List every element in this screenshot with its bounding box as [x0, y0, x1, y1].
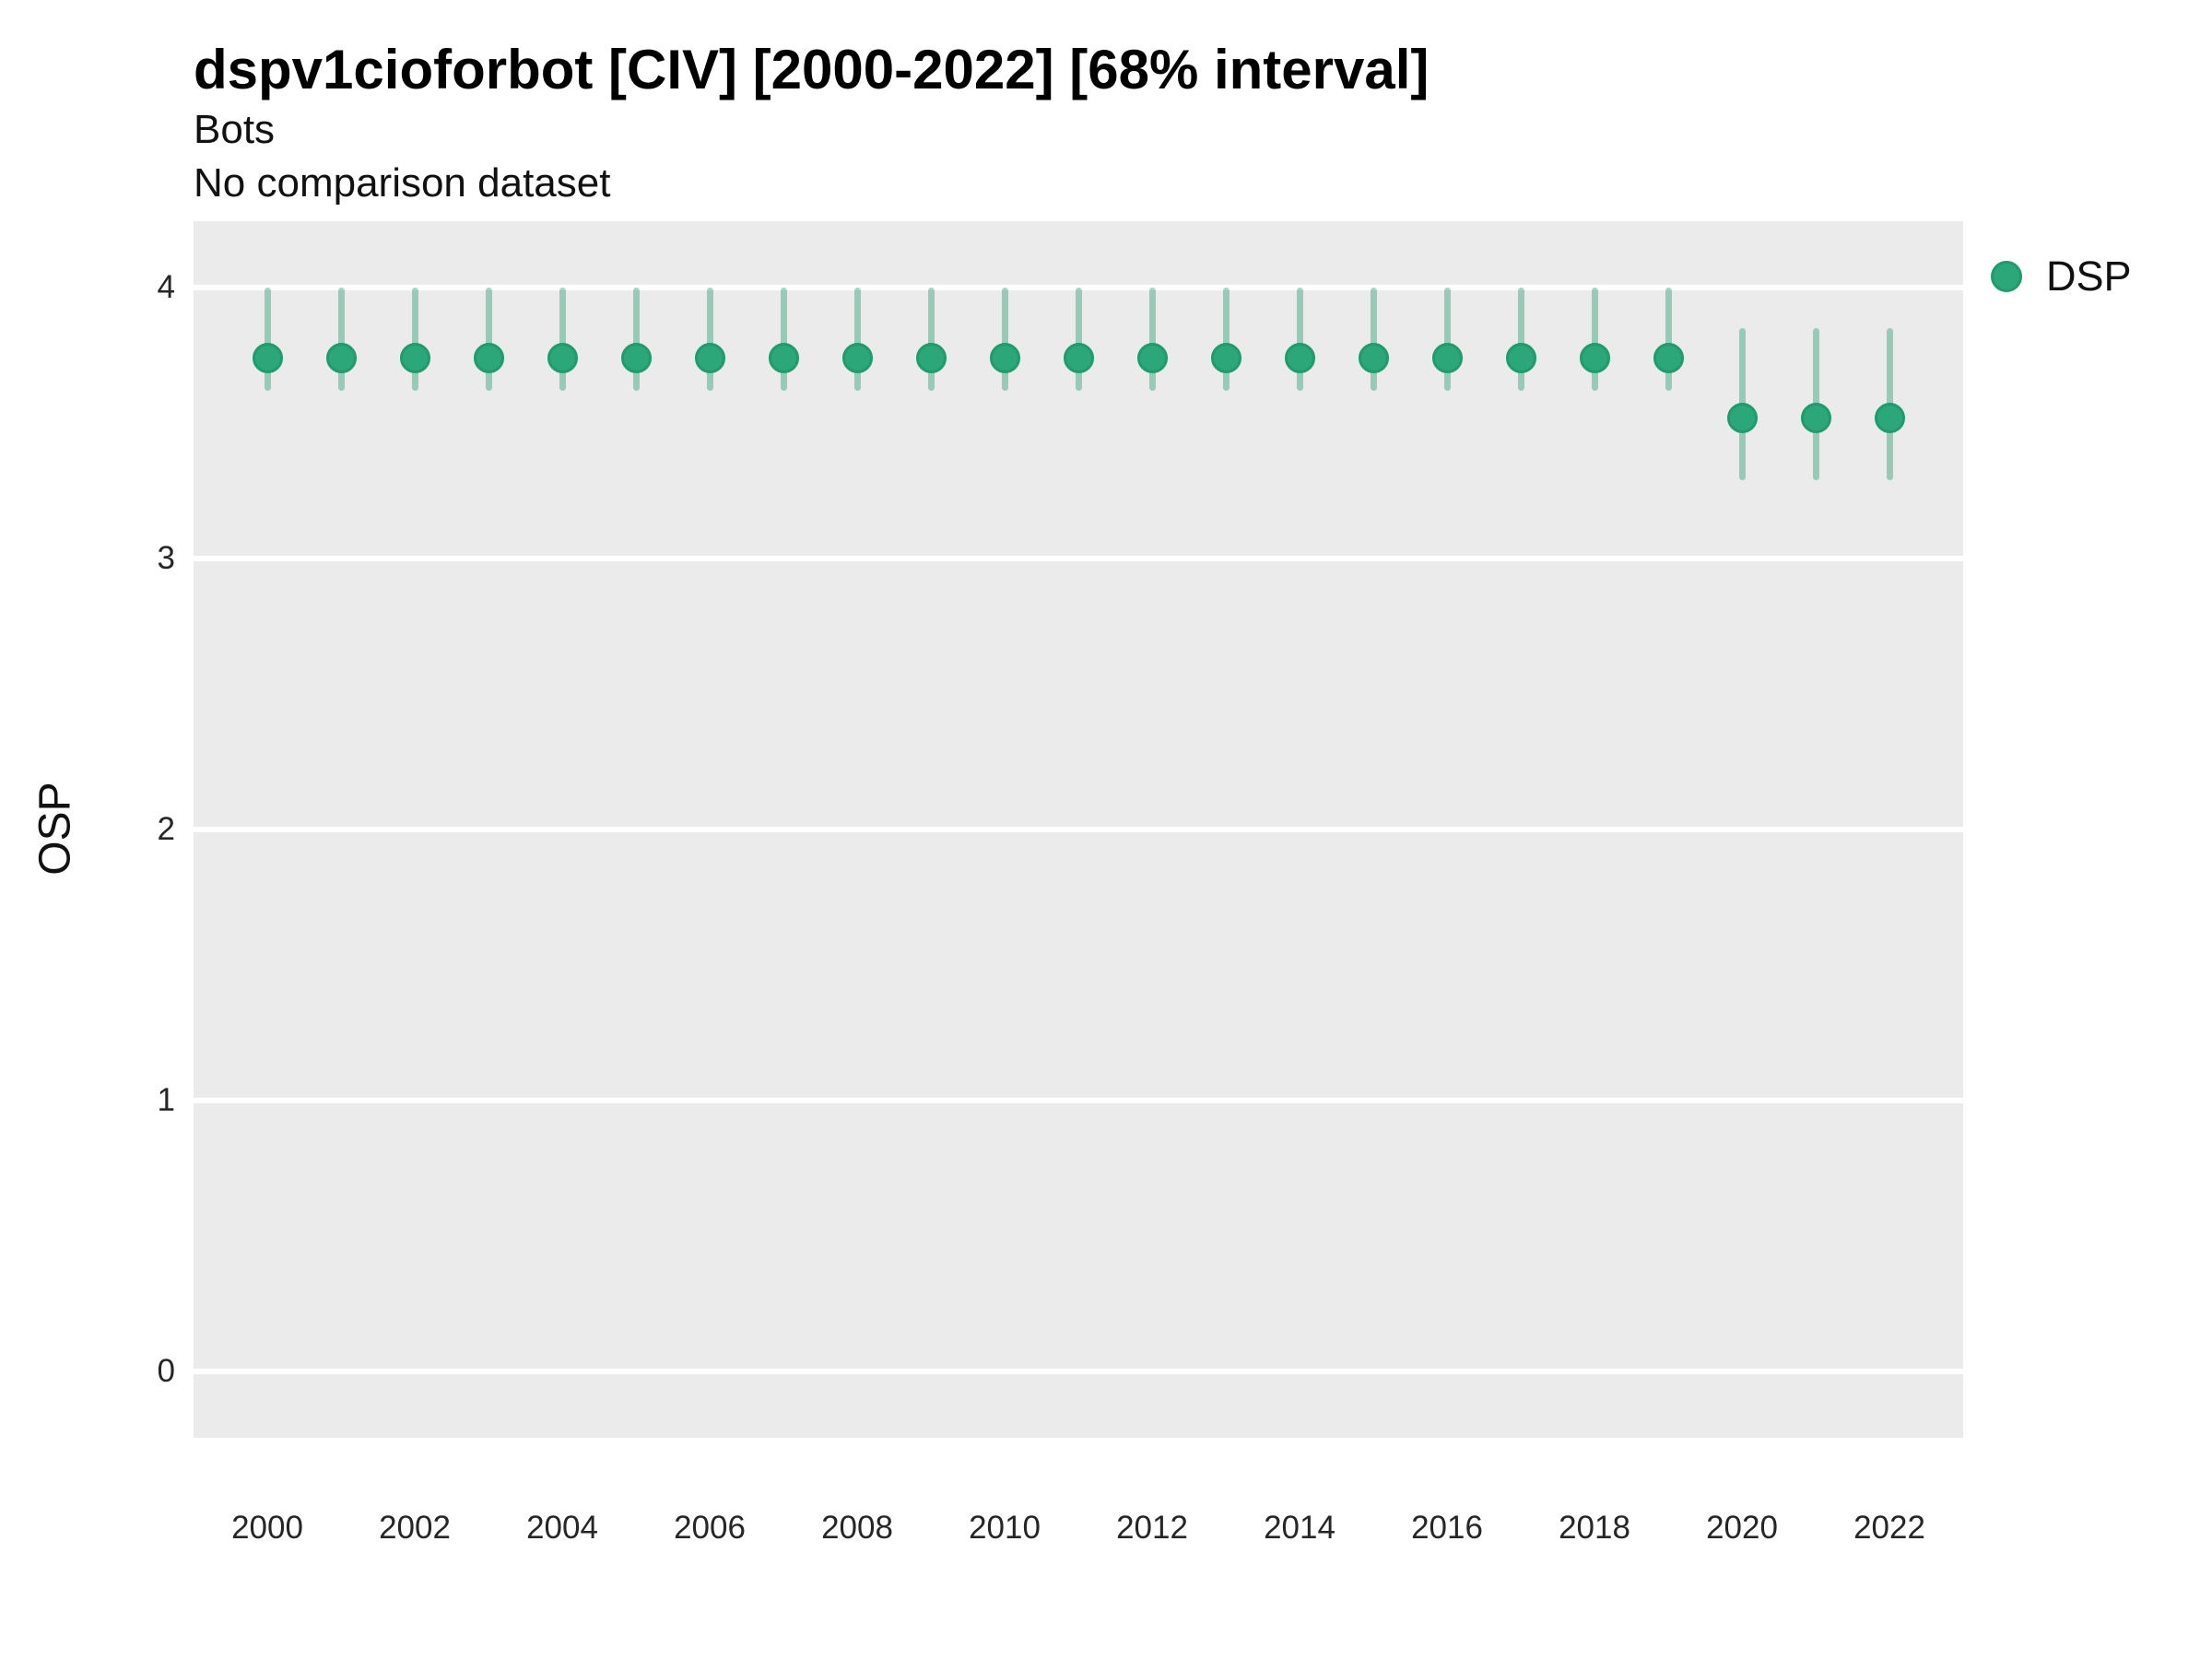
chart-subtitle: Bots: [194, 107, 276, 152]
y-tick-3: 3: [157, 540, 175, 576]
interval-bar-2001: [337, 288, 345, 391]
interval-bar-2013: [1222, 288, 1230, 391]
gridline-y-3: [194, 556, 1963, 561]
interval-bar-2007: [780, 288, 787, 391]
x-tick-2020: 2020: [1706, 1510, 1778, 1546]
interval-bar-2011: [1075, 288, 1082, 391]
chart-title: dspv1cioforbot [CIV] [2000-2022] [68% in…: [194, 39, 1430, 100]
point-2013: [1210, 342, 1241, 373]
y-tick-1: 1: [157, 1081, 175, 1118]
x-tick-2010: 2010: [969, 1510, 1041, 1546]
x-tick-2008: 2008: [821, 1510, 893, 1546]
point-2022: [1874, 402, 1905, 433]
interval-bar-2009: [927, 288, 935, 391]
point-2011: [1063, 342, 1094, 373]
point-2021: [1800, 402, 1831, 433]
y-tick-0: 0: [157, 1352, 175, 1389]
point-2002: [399, 342, 430, 373]
point-2010: [989, 342, 1020, 373]
interval-bar-2015: [1370, 288, 1377, 391]
x-tick-2016: 2016: [1411, 1510, 1483, 1546]
interval-bar-2012: [1148, 288, 1156, 391]
x-tick-2022: 2022: [1853, 1510, 1925, 1546]
interval-bar-2018: [1591, 288, 1598, 391]
point-2005: [620, 342, 652, 373]
point-2016: [1431, 342, 1463, 373]
point-2004: [547, 342, 578, 373]
point-2020: [1726, 402, 1758, 433]
point-2017: [1505, 342, 1536, 373]
point-2006: [694, 342, 725, 373]
point-2003: [473, 342, 504, 373]
interval-bar-2005: [632, 288, 640, 391]
interval-bar-2002: [411, 288, 418, 391]
point-2007: [768, 342, 799, 373]
plot-panel: [194, 221, 1963, 1438]
interval-bar-2010: [1001, 288, 1008, 391]
comparison-note: No comparison dataset: [194, 160, 611, 206]
point-2014: [1284, 342, 1315, 373]
interval-bar-2000: [264, 288, 271, 391]
x-tick-2006: 2006: [674, 1510, 746, 1546]
interval-bar-2004: [559, 288, 566, 391]
x-tick-2018: 2018: [1559, 1510, 1630, 1546]
legend-label-dsp: DSP: [2046, 253, 2132, 300]
interval-bar-2006: [706, 288, 713, 391]
x-tick-2004: 2004: [526, 1510, 598, 1546]
point-2001: [325, 342, 357, 373]
point-2009: [915, 342, 947, 373]
x-tick-2014: 2014: [1264, 1510, 1335, 1546]
interval-bar-2003: [485, 288, 492, 391]
interval-bar-2019: [1665, 288, 1672, 391]
gridline-y-2: [194, 827, 1963, 832]
x-tick-2002: 2002: [379, 1510, 451, 1546]
point-2019: [1653, 342, 1684, 373]
y-tick-2: 2: [157, 811, 175, 847]
point-2018: [1579, 342, 1610, 373]
legend: DSP: [1991, 254, 2132, 299]
y-tick-4: 4: [157, 269, 175, 306]
x-tick-2000: 2000: [231, 1510, 303, 1546]
interval-bar-2016: [1443, 288, 1451, 391]
gridline-y-1: [194, 1097, 1963, 1103]
interval-bar-2014: [1296, 288, 1303, 391]
point-2000: [252, 342, 283, 373]
x-tick-2012: 2012: [1116, 1510, 1188, 1546]
point-2012: [1136, 342, 1168, 373]
interval-bar-2017: [1517, 288, 1524, 391]
chart-subtitle-block: Bots No comparison dataset: [194, 103, 610, 210]
interval-bar-2008: [853, 288, 861, 391]
legend-marker-circle-icon: [1991, 261, 2022, 292]
gridline-y-0: [194, 1368, 1963, 1374]
point-2008: [841, 342, 873, 373]
gridline-y-4: [194, 285, 1963, 291]
point-2015: [1358, 342, 1389, 373]
